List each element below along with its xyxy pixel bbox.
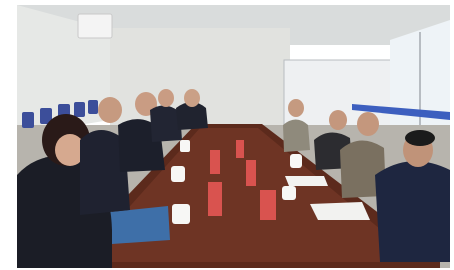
chair <box>74 102 85 117</box>
cup <box>180 140 190 152</box>
cup <box>171 166 185 182</box>
photo <box>17 5 450 268</box>
chair <box>88 100 98 114</box>
name-plate <box>236 140 244 158</box>
name-plate <box>260 190 276 220</box>
paper <box>285 176 328 186</box>
paper <box>310 202 370 220</box>
meeting-photo <box>0 0 454 270</box>
person-face <box>288 99 304 117</box>
person <box>375 161 450 262</box>
person <box>283 120 310 153</box>
cup <box>290 154 302 168</box>
name-plate <box>208 182 222 216</box>
person-face <box>158 89 174 107</box>
person-face <box>98 97 122 123</box>
air-conditioner <box>78 14 112 38</box>
name-plate <box>210 150 220 174</box>
person-face <box>184 89 200 107</box>
person-face <box>357 112 379 136</box>
brochure <box>110 206 170 244</box>
cup <box>172 204 190 224</box>
person-face <box>329 110 347 130</box>
person-hair <box>405 130 435 146</box>
chair <box>22 112 34 128</box>
name-plate <box>246 160 256 186</box>
cup <box>282 186 296 200</box>
